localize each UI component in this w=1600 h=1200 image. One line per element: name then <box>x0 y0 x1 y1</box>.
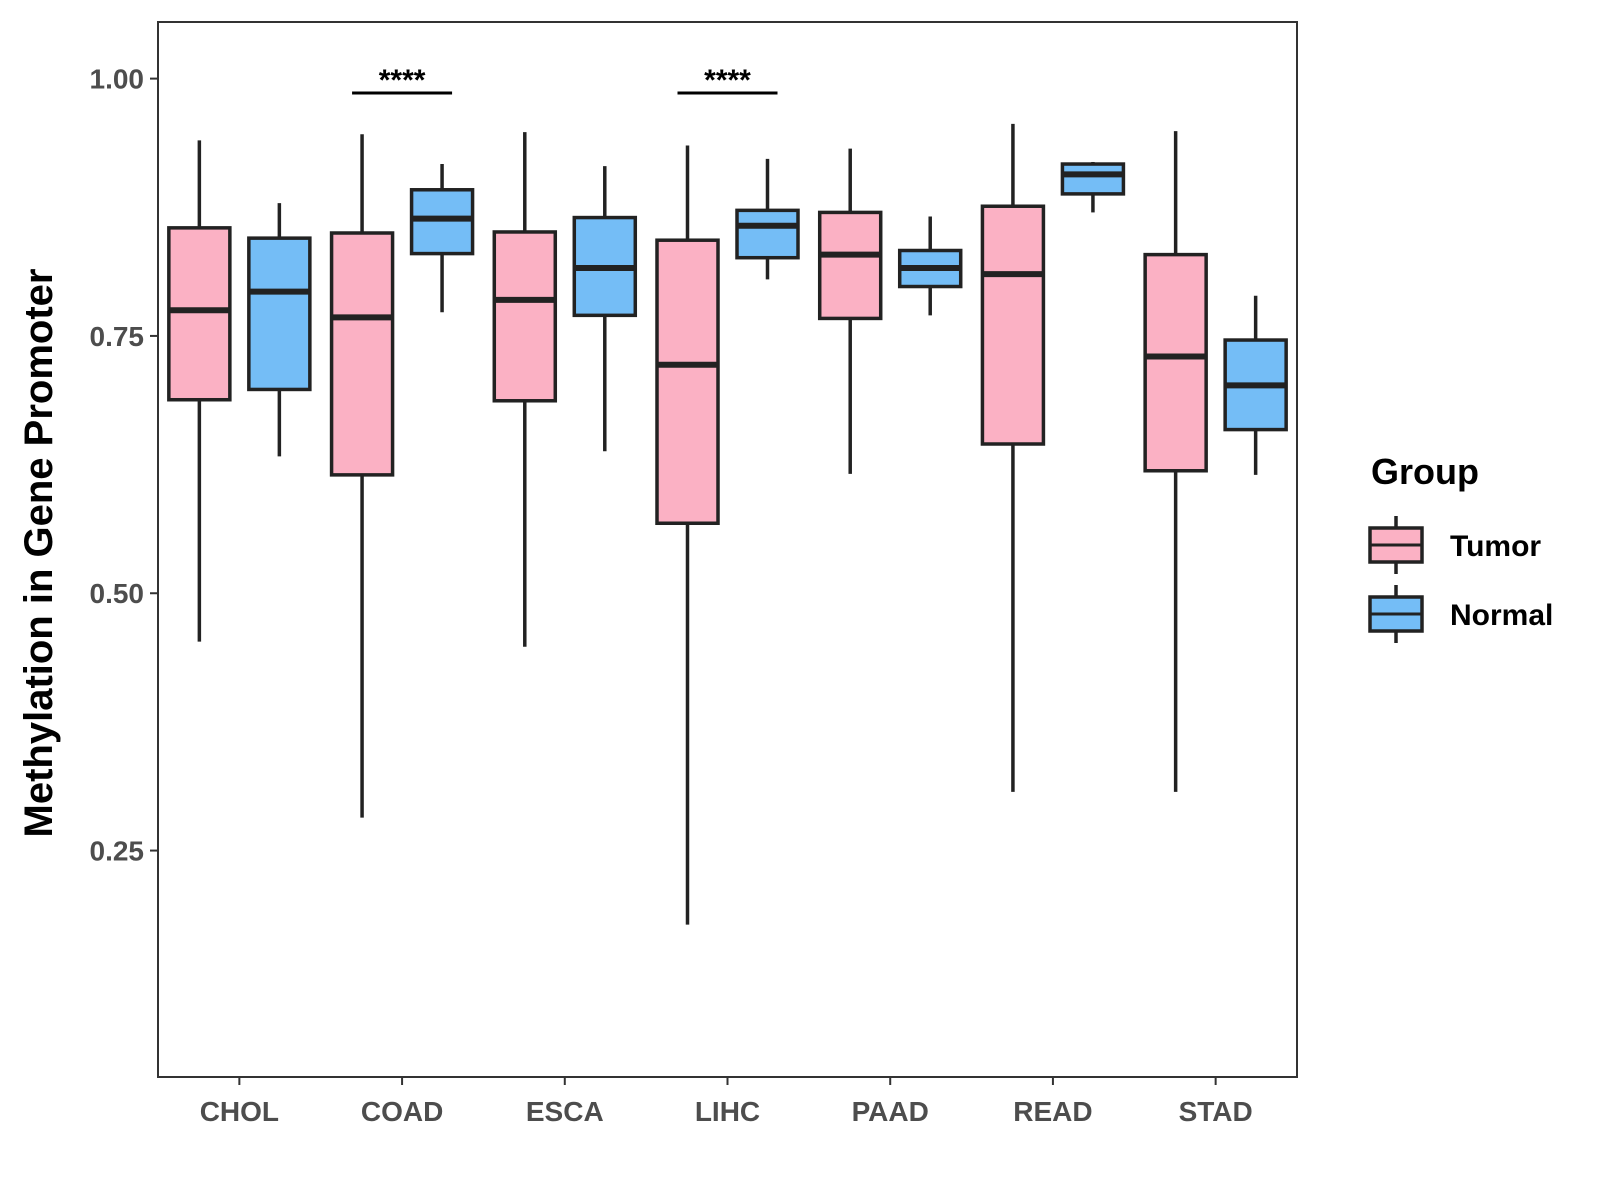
box-body <box>655 238 720 526</box>
box-read-normal <box>1060 161 1126 213</box>
x-tick-label: PAAD <box>852 1096 929 1127</box>
box-body <box>1143 252 1208 473</box>
axes-layer: 0.25 0.50 0.75 1.00 CHOL COAD ESCA LIHC PAAD READ… <box>90 64 1253 1127</box>
x-tick-label: CHOL <box>200 1096 279 1127</box>
box-body <box>409 188 475 256</box>
legend-label: Tumor <box>1450 530 1541 563</box>
box-paad-normal <box>897 216 963 316</box>
legend-entries: Tumor Normal <box>1368 516 1553 643</box>
box-esca-tumor <box>492 132 558 647</box>
legend-item-normal: Normal <box>1368 585 1553 643</box>
box-lihc-normal <box>735 158 800 280</box>
x-tick-label: ESCA <box>526 1096 604 1127</box>
y-tick-label: 0.25 <box>90 836 145 867</box>
box-stad-normal <box>1223 295 1288 475</box>
box-stad-tumor <box>1143 131 1208 792</box>
box-chol-tumor <box>167 140 232 642</box>
y-tick-label: 0.75 <box>90 321 145 352</box>
box-body <box>817 210 883 321</box>
significance-label: **** <box>379 64 426 97</box>
legend-title: Group <box>1371 451 1479 492</box>
annotations-layer: **** **** <box>352 64 778 97</box>
box-coad-normal <box>409 164 475 313</box>
x-tick-label: STAD <box>1179 1096 1253 1127</box>
box-paad-tumor <box>817 148 883 474</box>
legend: Group Tumor Normal <box>1368 451 1553 643</box>
y-tick-label: 0.50 <box>90 578 145 609</box>
box-body <box>167 226 232 402</box>
box-body <box>329 231 395 477</box>
boxes-layer <box>167 123 1288 925</box>
legend-item-tumor: Tumor <box>1368 516 1541 574</box>
box-coad-tumor <box>329 134 395 818</box>
box-body <box>492 230 558 403</box>
y-axis-title: Methylation in Gene Promoter <box>17 269 61 838</box>
box-body <box>247 236 312 392</box>
box-esca-normal <box>572 166 638 452</box>
box-read-tumor <box>980 123 1046 792</box>
plot-panel <box>157 21 1298 1078</box>
x-tick-label: COAD <box>361 1096 443 1127</box>
box-body <box>735 208 800 260</box>
box-body <box>1060 162 1126 196</box>
box-body <box>980 204 1046 446</box>
x-tick-label: LIHC <box>695 1096 760 1127</box>
x-tick-label: READ <box>1013 1096 1092 1127</box>
box-lihc-tumor <box>655 145 720 925</box>
y-tick-label: 1.00 <box>90 64 145 95</box>
box-chol-normal <box>247 203 312 457</box>
significance-label: **** <box>704 64 751 97</box>
legend-label: Normal <box>1450 599 1553 632</box>
